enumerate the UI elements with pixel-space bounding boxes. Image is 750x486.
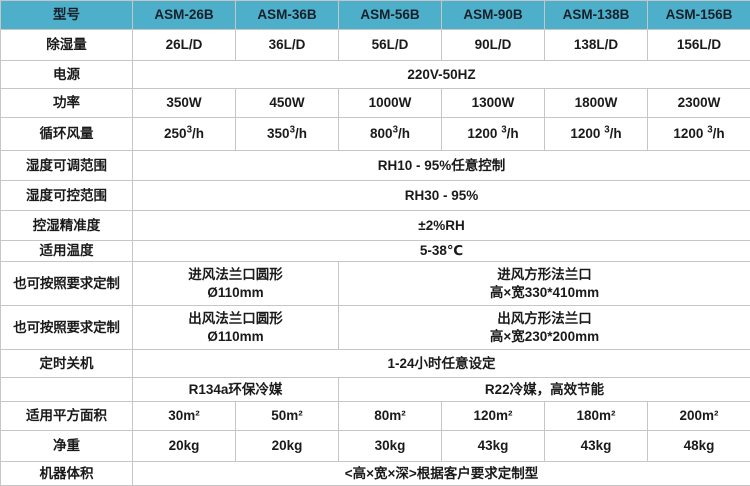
cell-power-5: 1800W: [545, 89, 648, 118]
cell-custom-inlet-flange-left-line2: Ø110mm: [207, 285, 263, 300]
cell-applicable-area-5: 180m²: [545, 402, 648, 431]
row-label-custom-outlet-flange: 也可按照要求定制: [1, 306, 133, 350]
header-cell-label: 型号: [1, 1, 133, 30]
cell-applicable-area-2: 50m²: [236, 402, 339, 431]
cell-power-6: 2300W: [648, 89, 750, 118]
table-row: 机器体积<高×宽×深>根据客户要求定制型: [1, 462, 750, 486]
row-label-refrigerant: [1, 378, 133, 402]
header-cell-model-4: ASM-90B: [442, 1, 545, 30]
cell-net-weight-6: 48kg: [648, 431, 750, 462]
table-row: 也可按照要求定制 进风法兰口圆形 Ø110mm 进风方形法兰口高×宽330*410mm: [1, 262, 750, 306]
cell-custom-inlet-flange-left-line1: 进风法兰口圆形: [188, 267, 283, 282]
table-row: 控湿精准度±2%RH: [1, 211, 750, 241]
cell-applicable-area-4: 120m²: [442, 402, 545, 431]
row-label-net-weight: 净重: [1, 431, 133, 462]
cell-timer-shutdown-merged: 1-24小时任意设定: [133, 350, 750, 378]
cell-circulating-air-volume-6: 1200 3/h: [648, 118, 750, 151]
cell-net-weight-1: 20kg: [133, 431, 236, 462]
cell-circulating-air-volume-3: 8003/h: [339, 118, 442, 151]
cell-refrigerant-left: R134a环保冷媒: [133, 378, 339, 402]
cell-applicable-area-3: 80m²: [339, 402, 442, 431]
cell-net-weight-3: 30kg: [339, 431, 442, 462]
row-label-humidity-control-accuracy: 控湿精准度: [1, 211, 133, 241]
row-label-applicable-area: 适用平方面积: [1, 402, 133, 431]
row-label-power-supply: 电源: [1, 61, 133, 89]
cell-custom-inlet-flange-right-line1: 进风方形法兰口: [497, 267, 592, 282]
cell-humidity-adjustable-range-merged: RH10 - 95%任意控制: [133, 151, 750, 181]
cell-circulating-air-volume-2: 3503/h: [236, 118, 339, 151]
header-cell-model-5: ASM-138B: [545, 1, 648, 30]
row-label-humidity-controllable-range: 湿度可控范围: [1, 181, 133, 211]
header-cell-model-1: ASM-26B: [133, 1, 236, 30]
row-label-dehumidification-capacity: 除湿量: [1, 30, 133, 61]
cell-applicable-area-6: 200m²: [648, 402, 750, 431]
cell-custom-outlet-flange-right: 出风方形法兰口高×宽230*200mm: [339, 306, 750, 350]
cell-net-weight-5: 43kg: [545, 431, 648, 462]
row-label-machine-volume: 机器体积: [1, 462, 133, 486]
cell-dehumidification-capacity-4: 90L/D: [442, 30, 545, 61]
cell-power-2: 450W: [236, 89, 339, 118]
cell-applicable-temperature-merged: 5-38℃: [133, 241, 750, 262]
row-label-applicable-temperature: 适用温度: [1, 241, 133, 262]
cell-dehumidification-capacity-2: 36L/D: [236, 30, 339, 61]
cell-custom-inlet-flange-right: 进风方形法兰口高×宽330*410mm: [339, 262, 750, 306]
cell-custom-outlet-flange-left-line1: 出风法兰口圆形: [188, 311, 283, 326]
cell-circulating-air-volume-4: 1200 3/h: [442, 118, 545, 151]
cell-custom-inlet-flange-right-line2: 高×宽330*410mm: [490, 285, 599, 300]
row-label-humidity-adjustable-range: 湿度可调范围: [1, 151, 133, 181]
row-label-circulating-air-volume: 循环风量: [1, 118, 133, 151]
cell-custom-outlet-flange-left-line2: Ø110mm: [207, 329, 263, 344]
cell-custom-outlet-flange-left: 出风法兰口圆形 Ø110mm: [133, 306, 339, 350]
row-label-timer-shutdown: 定时关机: [1, 350, 133, 378]
cell-circulating-air-volume-5: 1200 3/h: [545, 118, 648, 151]
cell-dehumidification-capacity-5: 138L/D: [545, 30, 648, 61]
header-cell-model-6: ASM-156B: [648, 1, 750, 30]
cell-net-weight-4: 43kg: [442, 431, 545, 462]
cell-applicable-area-1: 30m²: [133, 402, 236, 431]
cell-power-4: 1300W: [442, 89, 545, 118]
cell-power-supply-merged: 220V-50HZ: [133, 61, 750, 89]
cell-net-weight-2: 20kg: [236, 431, 339, 462]
cell-circulating-air-volume-1: 2503/h: [133, 118, 236, 151]
cell-machine-volume-merged: <高×宽×深>根据客户要求定制型: [133, 462, 750, 486]
cell-refrigerant-right: R22冷媒，高效节能: [339, 378, 750, 402]
cell-custom-inlet-flange-left: 进风法兰口圆形 Ø110mm: [133, 262, 339, 306]
cell-power-3: 1000W: [339, 89, 442, 118]
cell-custom-outlet-flange-right-line2: 高×宽230*200mm: [490, 329, 599, 344]
row-label-power: 功率: [1, 89, 133, 118]
cell-dehumidification-capacity-1: 26L/D: [133, 30, 236, 61]
cell-dehumidification-capacity-3: 56L/D: [339, 30, 442, 61]
cell-humidity-control-accuracy-merged: ±2%RH: [133, 211, 750, 241]
header-cell-model-2: ASM-36B: [236, 1, 339, 30]
row-label-custom-inlet-flange: 也可按照要求定制: [1, 262, 133, 306]
cell-dehumidification-capacity-6: 156L/D: [648, 30, 750, 61]
cell-custom-outlet-flange-right-line1: 出风方形法兰口: [497, 311, 592, 326]
header-cell-model-3: ASM-56B: [339, 1, 442, 30]
table-header-row: 型号 ASM-26B ASM-36B ASM-56B ASM-90B ASM-1…: [1, 1, 750, 30]
cell-power-1: 350W: [133, 89, 236, 118]
table-row: 也可按照要求定制 出风法兰口圆形 Ø110mm 出风方形法兰口高×宽230*200mm: [1, 306, 750, 350]
cell-humidity-controllable-range-merged: RH30 - 95%: [133, 181, 750, 211]
